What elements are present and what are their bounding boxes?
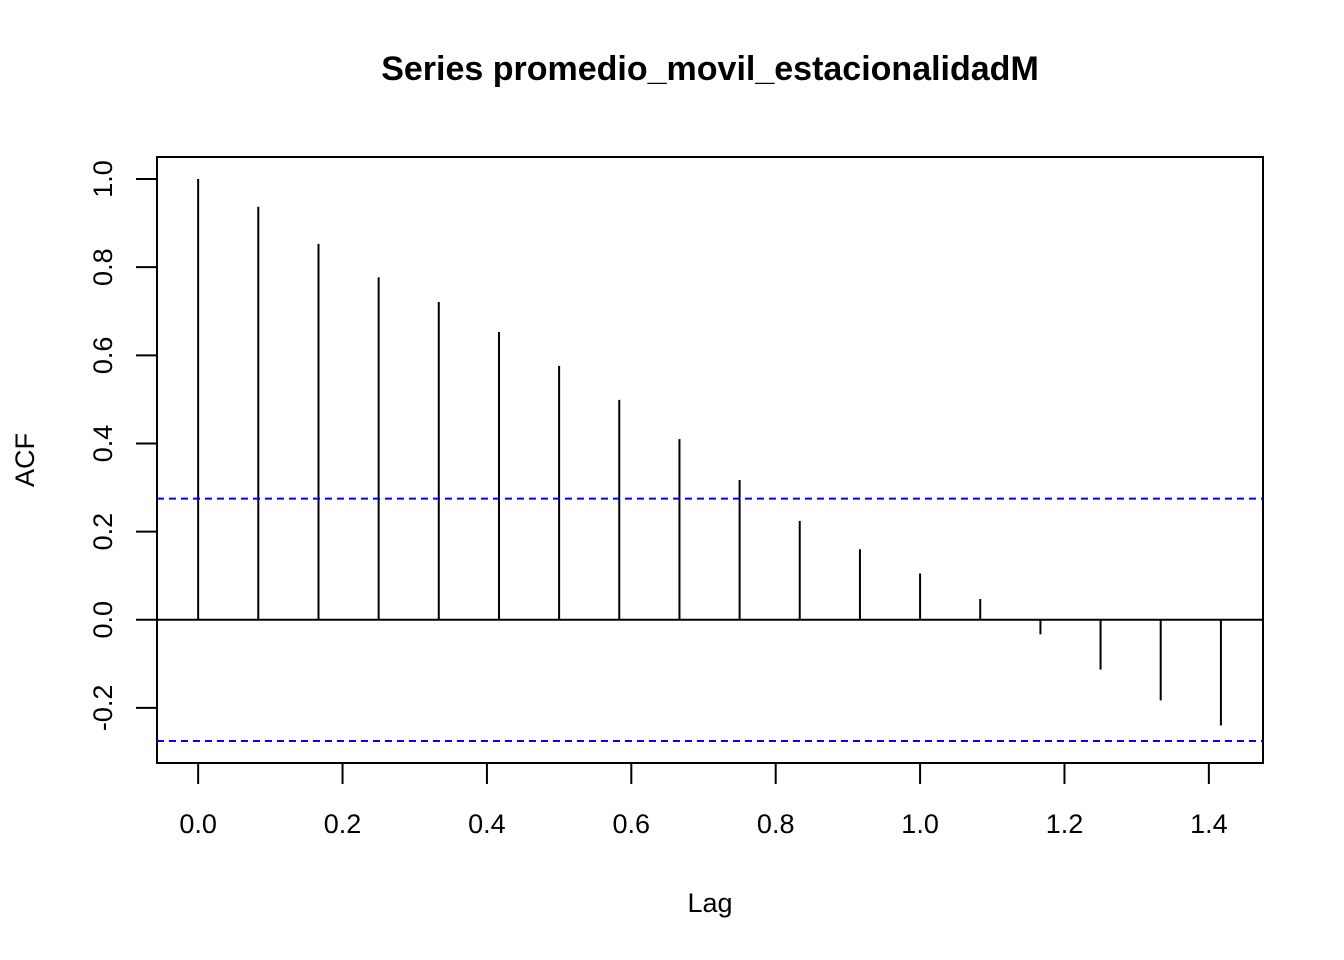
x-axis: 0.0 0.2 0.4 0.6 0.8 1.0 1.2 1.4 <box>179 762 1228 839</box>
x-tick-label: 1.0 <box>901 809 939 839</box>
y-tick-label: 1.0 <box>88 160 118 198</box>
x-tick-label: 0.6 <box>613 809 651 839</box>
y-axis-label: ACF <box>10 433 40 487</box>
x-axis-label: Lag <box>687 888 732 918</box>
x-tick-label: 0.4 <box>468 809 506 839</box>
y-tick-label: 0.0 <box>88 601 118 639</box>
y-axis: -0.2 0.0 0.2 0.4 0.6 0.8 1.0 <box>88 160 158 732</box>
y-tick-label: -0.2 <box>88 685 118 732</box>
x-tick-label: 0.0 <box>179 809 217 839</box>
x-tick-label: 1.2 <box>1046 809 1084 839</box>
y-tick-label: 0.8 <box>88 248 118 286</box>
y-tick-label: 0.2 <box>88 513 118 551</box>
confidence-bounds <box>157 497 1263 742</box>
plot-frame <box>156 156 1264 764</box>
x-tick-label: 1.4 <box>1190 809 1228 839</box>
acf-bars <box>197 179 1222 726</box>
x-tick-label: 0.8 <box>757 809 795 839</box>
chart-title: Series promedio_movil_estacionalidadM <box>381 50 1039 88</box>
x-tick-label: 0.2 <box>324 809 362 839</box>
y-tick-label: 0.6 <box>88 337 118 375</box>
y-tick-label: 0.4 <box>88 425 118 463</box>
